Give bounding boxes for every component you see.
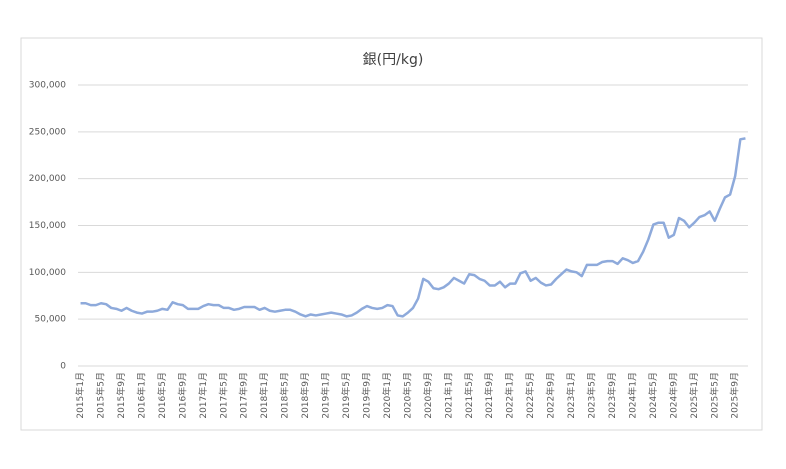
x-tick-label: 2022年9月 <box>545 372 557 419</box>
x-tick-label: 2019年1月 <box>320 372 332 419</box>
x-tick-label: 2016年9月 <box>176 372 188 419</box>
x-tick-label: 2022年5月 <box>524 372 536 419</box>
y-tick-label: 150,000 <box>29 221 66 231</box>
chart-frame <box>20 37 763 431</box>
x-tick-label: 2017年9月 <box>238 372 250 419</box>
x-tick-label: 2025年9月 <box>729 372 741 419</box>
x-tick-label: 2023年5月 <box>586 372 598 419</box>
x-tick-label: 2015年5月 <box>95 372 107 419</box>
x-tick-label: 2024年5月 <box>647 372 659 419</box>
x-tick-label: 2016年5月 <box>156 372 168 419</box>
x-tick-label: 2024年1月 <box>626 372 638 419</box>
x-tick-label: 2022年1月 <box>504 372 516 419</box>
x-tick-label: 2018年9月 <box>299 372 311 419</box>
x-tick-label: 2021年5月 <box>463 372 475 419</box>
x-tick-label: 2018年1月 <box>258 372 270 419</box>
x-tick-label: 2020年9月 <box>422 372 434 419</box>
chart-title: 銀(円/kg) <box>363 52 424 68</box>
x-tick-label: 2015年9月 <box>115 372 127 419</box>
x-tick-label: 2025年1月 <box>688 372 700 419</box>
x-tick-label: 2023年1月 <box>565 372 577 419</box>
x-tick-label: 2020年1月 <box>381 372 393 419</box>
x-tick-label: 2020年5月 <box>401 372 413 419</box>
y-tick-label: 300,000 <box>29 81 66 91</box>
x-tick-label: 2021年1月 <box>442 372 454 419</box>
x-tick-label: 2019年9月 <box>360 372 372 419</box>
y-tick-label: 100,000 <box>29 268 66 278</box>
x-tick-label: 2023年9月 <box>606 372 618 419</box>
x-tick-label: 2017年1月 <box>197 372 209 419</box>
x-tick-label: 2016年1月 <box>135 372 147 419</box>
x-tick-label: 2021年9月 <box>483 372 495 419</box>
y-tick-label: 200,000 <box>29 174 66 184</box>
data-line <box>80 137 746 318</box>
y-tick-label: 0 <box>60 362 66 372</box>
x-tick-label: 2019年5月 <box>340 372 352 419</box>
y-tick-label: 250,000 <box>29 127 66 137</box>
y-tick-label: 50,000 <box>35 315 67 325</box>
x-tick-label: 2017年5月 <box>217 372 229 419</box>
x-tick-label: 2015年1月 <box>74 372 86 419</box>
x-tick-label: 2025年5月 <box>708 372 720 419</box>
x-tick-label: 2024年9月 <box>667 372 679 419</box>
x-tick-label: 2018年5月 <box>279 372 291 419</box>
